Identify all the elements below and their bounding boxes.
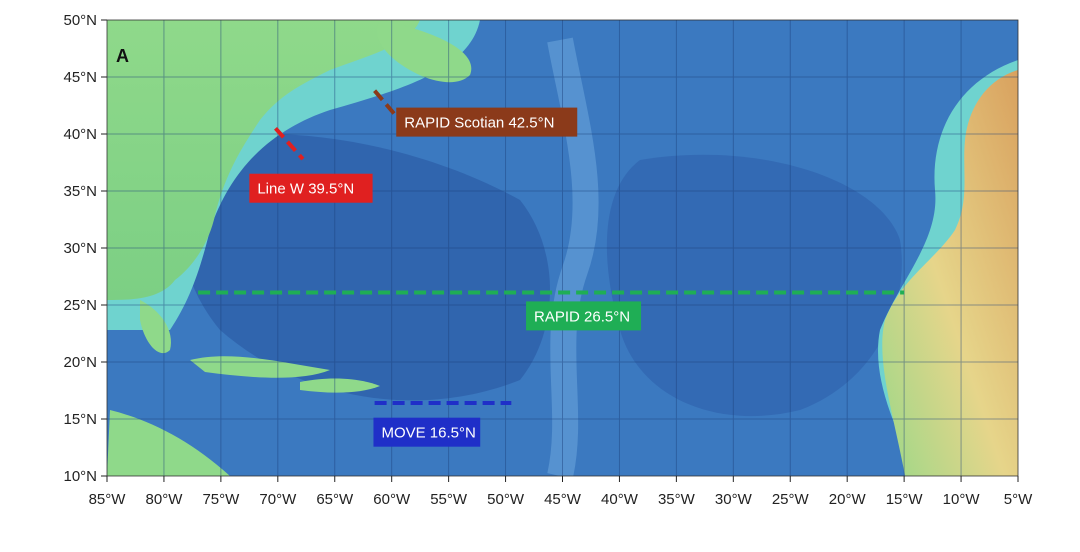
- y-tick-label: 20°N: [63, 354, 97, 371]
- x-tick-label: 20°W: [829, 491, 867, 508]
- y-tick-label: 10°N: [63, 468, 97, 485]
- south-america-land: [107, 410, 230, 476]
- line-w-section-line: [274, 126, 305, 161]
- line-w-label-box: [249, 173, 373, 203]
- graticule: [107, 20, 1018, 476]
- y-tick-label: 25°N: [63, 297, 97, 314]
- x-tick-label: 25°W: [772, 491, 810, 508]
- rapid-scotian-section-line: [373, 89, 396, 115]
- x-tick-label: 80°W: [146, 491, 184, 508]
- x-tick-label: 30°W: [715, 491, 753, 508]
- x-tick-label: 10°W: [943, 491, 981, 508]
- x-tick-label: 15°W: [886, 491, 924, 508]
- x-tick-label: 45°W: [544, 491, 582, 508]
- x-tick-label: 70°W: [259, 491, 297, 508]
- x-tick-label: 60°W: [373, 491, 411, 508]
- y-axis: 50°N 45°N 40°N 35°N 30°N 25°N 20°N 15°N 10°N: [63, 12, 107, 485]
- rapid-scotian-label: RAPID Scotian 42.5°N: [404, 115, 554, 132]
- x-tick-label: 55°W: [430, 491, 468, 508]
- x-tick-label: 75°W: [202, 491, 240, 508]
- line-w-label: Line W 39.5°N: [257, 181, 354, 198]
- x-tick-label: 50°W: [487, 491, 525, 508]
- cuba-land: [190, 356, 330, 378]
- y-tick-label: 15°N: [63, 411, 97, 428]
- north-america-land: [107, 20, 420, 300]
- eastern-basin: [606, 154, 902, 417]
- x-tick-label: 85°W: [89, 491, 127, 508]
- section-lines: [198, 89, 905, 405]
- x-tick-label: 40°W: [601, 491, 639, 508]
- map-area: [107, 20, 1018, 476]
- section-labels: RAPID Scotian 42.5°N Line W 39.5°N RAPID 2…: [249, 107, 642, 447]
- panel-label: A: [116, 46, 129, 66]
- nova-scotia-land: [376, 20, 472, 83]
- y-tick-label: 35°N: [63, 183, 97, 200]
- x-tick-label: 65°W: [316, 491, 354, 508]
- move-label-box: [373, 417, 481, 447]
- florida-land: [140, 300, 171, 354]
- rapid-26-label: RAPID 26.5°N: [534, 308, 630, 325]
- x-tick-label: 5°W: [1004, 491, 1033, 508]
- y-tick-label: 40°N: [63, 126, 97, 143]
- y-tick-label: 50°N: [63, 12, 97, 29]
- rapid-scotian-label-box: [396, 107, 578, 137]
- y-tick-label: 30°N: [63, 240, 97, 257]
- hispaniola-land: [300, 378, 380, 393]
- x-tick-label: 35°W: [658, 491, 696, 508]
- move-label: MOVE 16.5°N: [381, 425, 475, 442]
- rapid-26-label-box: [526, 301, 642, 331]
- x-axis: 85°W 80°W 75°W 70°W 65°W 60°W 55°W 50°W 45°W 40°W…: [89, 476, 1033, 508]
- africa-land: [882, 70, 1018, 476]
- y-tick-label: 45°N: [63, 69, 97, 86]
